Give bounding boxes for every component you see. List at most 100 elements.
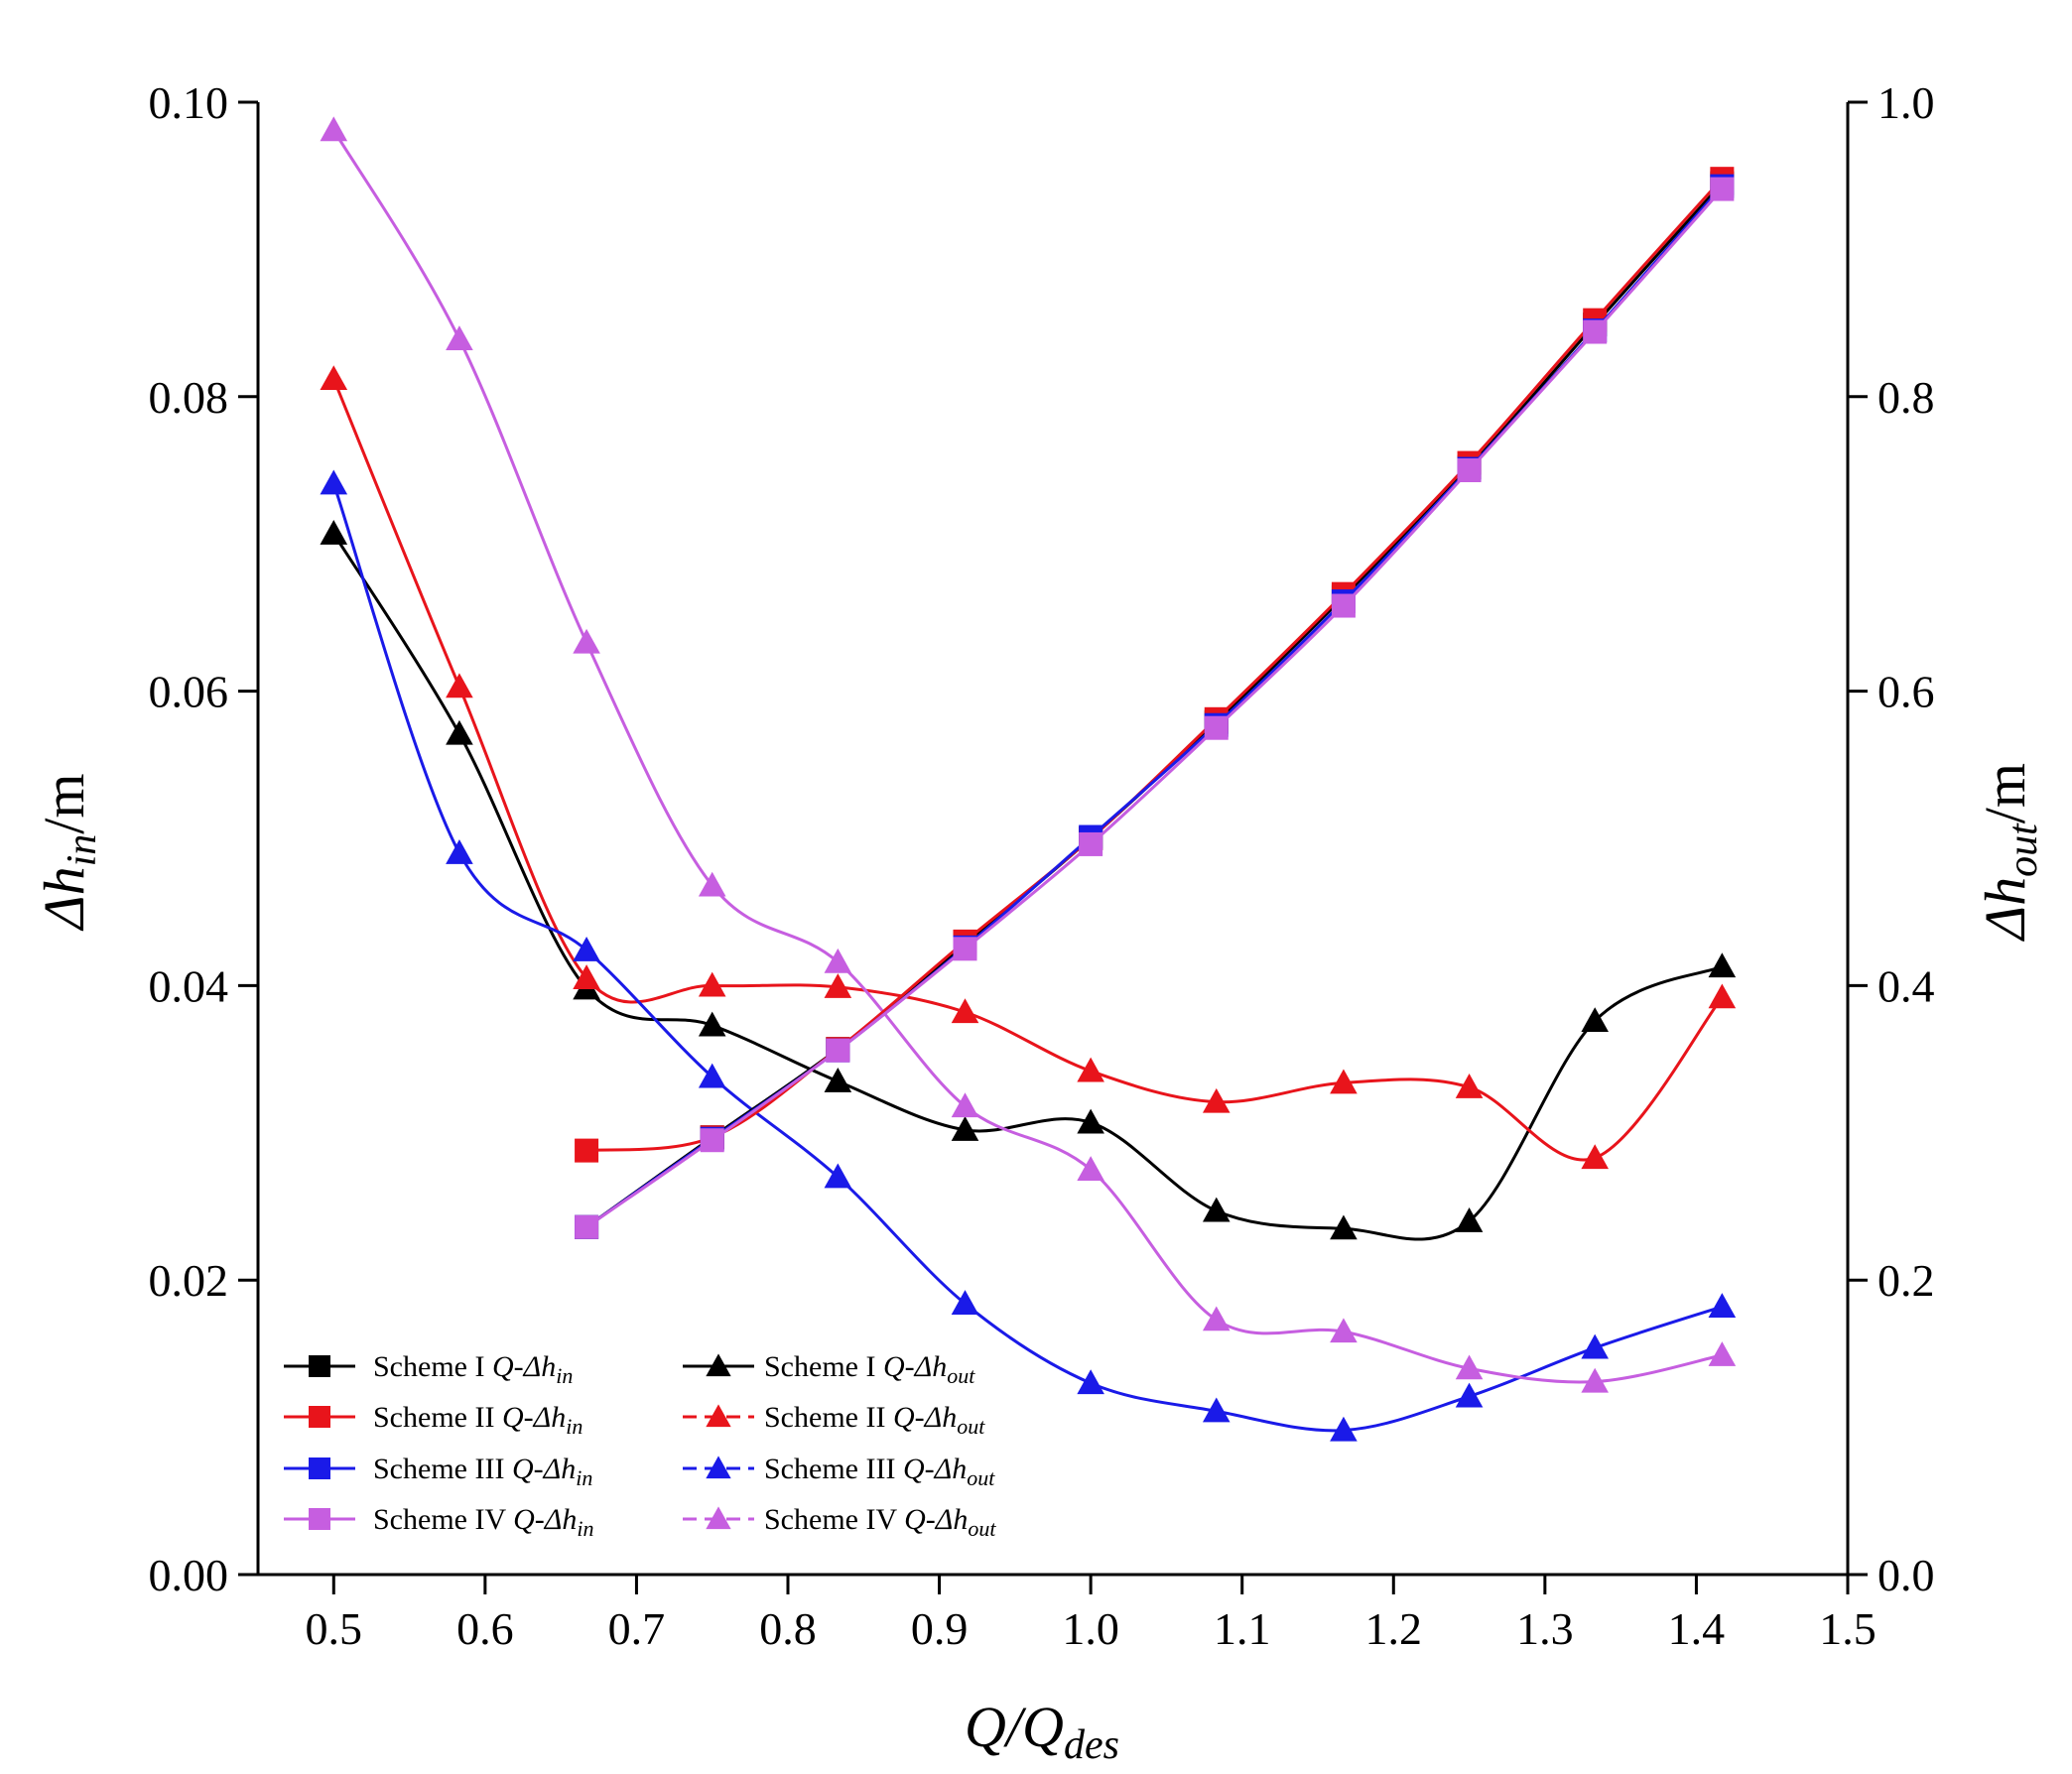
data-point: [1708, 952, 1737, 978]
y-right-tick-label: 0.6: [1878, 667, 1935, 717]
y-axis-left-title: Δhin/m: [32, 774, 105, 932]
legend-label: Scheme II Q-Δhout: [764, 1401, 985, 1439]
legend-marker: [706, 1353, 731, 1377]
data-point: [446, 719, 473, 745]
y-left-tick-label: 0.02: [149, 1255, 229, 1306]
data-point: [446, 673, 473, 698]
plot-area: [320, 116, 1737, 1442]
data-point: [1330, 1214, 1358, 1240]
data-point: [573, 936, 600, 961]
legend-marker: [309, 1406, 330, 1428]
data-point: [1202, 1306, 1230, 1331]
data-point: [951, 998, 979, 1024]
data-point: [698, 871, 726, 897]
data-point: [1077, 1156, 1104, 1181]
data-point: [951, 1092, 979, 1118]
x-axis-title: Q/Qdes: [965, 1695, 1119, 1768]
data-point: [700, 1128, 724, 1153]
legend-item: Scheme II Q-Δhout: [683, 1401, 985, 1439]
x-tick-label: 0.6: [456, 1603, 514, 1654]
legend-marker: [309, 1508, 330, 1530]
x-tick-label: 0.7: [608, 1603, 666, 1654]
data-point: [1077, 1369, 1104, 1395]
data-point: [824, 1163, 852, 1189]
data-point: [824, 1068, 852, 1092]
legend-marker: [309, 1355, 330, 1377]
legend-label: Scheme II Q-Δhin: [373, 1401, 583, 1439]
series-line: [332, 533, 1723, 1241]
data-point: [1330, 1318, 1358, 1343]
legend-label: Scheme I Q-Δhout: [764, 1350, 975, 1388]
legend-marker: [706, 1404, 731, 1428]
data-point: [573, 628, 600, 654]
series-scheme-iii-in: [575, 174, 1735, 1239]
x-tick-label: 1.0: [1062, 1603, 1119, 1654]
x-tick-label: 0.8: [759, 1603, 817, 1654]
data-point: [1708, 983, 1737, 1009]
data-point: [826, 1038, 850, 1063]
y-left-title-sub: in: [60, 834, 105, 867]
y-left-title-suffix: /m: [32, 774, 96, 834]
data-point: [1330, 1069, 1358, 1094]
series-line: [585, 188, 1724, 1229]
data-point: [320, 365, 348, 391]
data-point: [1204, 715, 1229, 740]
legend-label: Scheme III Q-Δhout: [764, 1453, 995, 1490]
series-scheme-i-out: [320, 520, 1737, 1241]
data-point: [824, 948, 852, 973]
data-point: [1581, 1144, 1610, 1170]
x-tick-label: 1.5: [1819, 1603, 1877, 1654]
x-tick-label: 1.1: [1214, 1603, 1271, 1654]
legend-label: Scheme I Q-Δhin: [373, 1350, 573, 1388]
x-tick-label: 0.9: [911, 1603, 969, 1654]
data-point: [573, 964, 600, 990]
y-right-tick-label: 0.0: [1878, 1550, 1935, 1600]
data-point: [1457, 458, 1482, 482]
data-point: [1581, 1367, 1610, 1393]
data-point: [824, 973, 852, 998]
data-point: [1583, 319, 1608, 344]
x-tick-label: 1.2: [1365, 1603, 1423, 1654]
data-point: [1455, 1073, 1484, 1098]
legend-item: Scheme III Q-Δhout: [683, 1453, 995, 1490]
legend-label: Scheme III Q-Δhin: [373, 1453, 592, 1490]
x-axis-title-main: Q/Q: [965, 1695, 1064, 1759]
series-line: [331, 378, 1724, 1162]
data-point: [575, 1138, 599, 1163]
data-point: [1202, 1197, 1230, 1222]
legend-marker: [706, 1506, 731, 1530]
x-tick-label: 1.4: [1668, 1603, 1726, 1654]
data-point: [1710, 177, 1735, 201]
legend-marker: [309, 1457, 330, 1479]
data-point: [1331, 593, 1356, 618]
data-point: [1708, 1293, 1737, 1318]
legend-item: Scheme I Q-Δhin: [284, 1350, 573, 1388]
axes: 0.5 0.6 0.7 0.8 0.9 1.0 1.1 1.2 1.3 1.4 1.5 0.00 0.0…: [149, 77, 1935, 1654]
data-point: [953, 937, 977, 961]
x-axis-title-sub: des: [1064, 1722, 1119, 1768]
legend-item: Scheme II Q-Δhin: [284, 1401, 583, 1439]
y-right-tick-label: 0.8: [1878, 372, 1935, 423]
data-point: [320, 116, 348, 142]
legend: Scheme I Q-Δhin Scheme II Q-Δhin Scheme II…: [284, 1350, 996, 1541]
y-right-title-prefix: Δh: [1973, 877, 2037, 942]
data-point: [1455, 1354, 1484, 1380]
y-right-title-suffix: /m: [1973, 763, 2037, 824]
data-point: [1202, 1087, 1230, 1113]
data-point: [1077, 1057, 1104, 1082]
data-point: [698, 1063, 726, 1088]
y-left-tick-label: 0.10: [149, 77, 229, 128]
data-point: [1455, 1382, 1484, 1408]
data-point: [320, 520, 348, 545]
y-left-tick-label: 0.08: [149, 372, 229, 423]
data-point: [951, 1116, 979, 1141]
series-scheme-iii-out: [320, 469, 1737, 1442]
series-scheme-ii-out: [320, 365, 1737, 1170]
series-line: [585, 182, 1724, 1229]
series-line: [331, 482, 1723, 1433]
y-left-title-prefix: Δh: [32, 866, 96, 931]
data-point: [698, 1011, 726, 1037]
data-point: [575, 1214, 599, 1239]
legend-item: Scheme IV Q-Δhin: [284, 1503, 593, 1541]
series-scheme-iv-out: [320, 116, 1737, 1393]
